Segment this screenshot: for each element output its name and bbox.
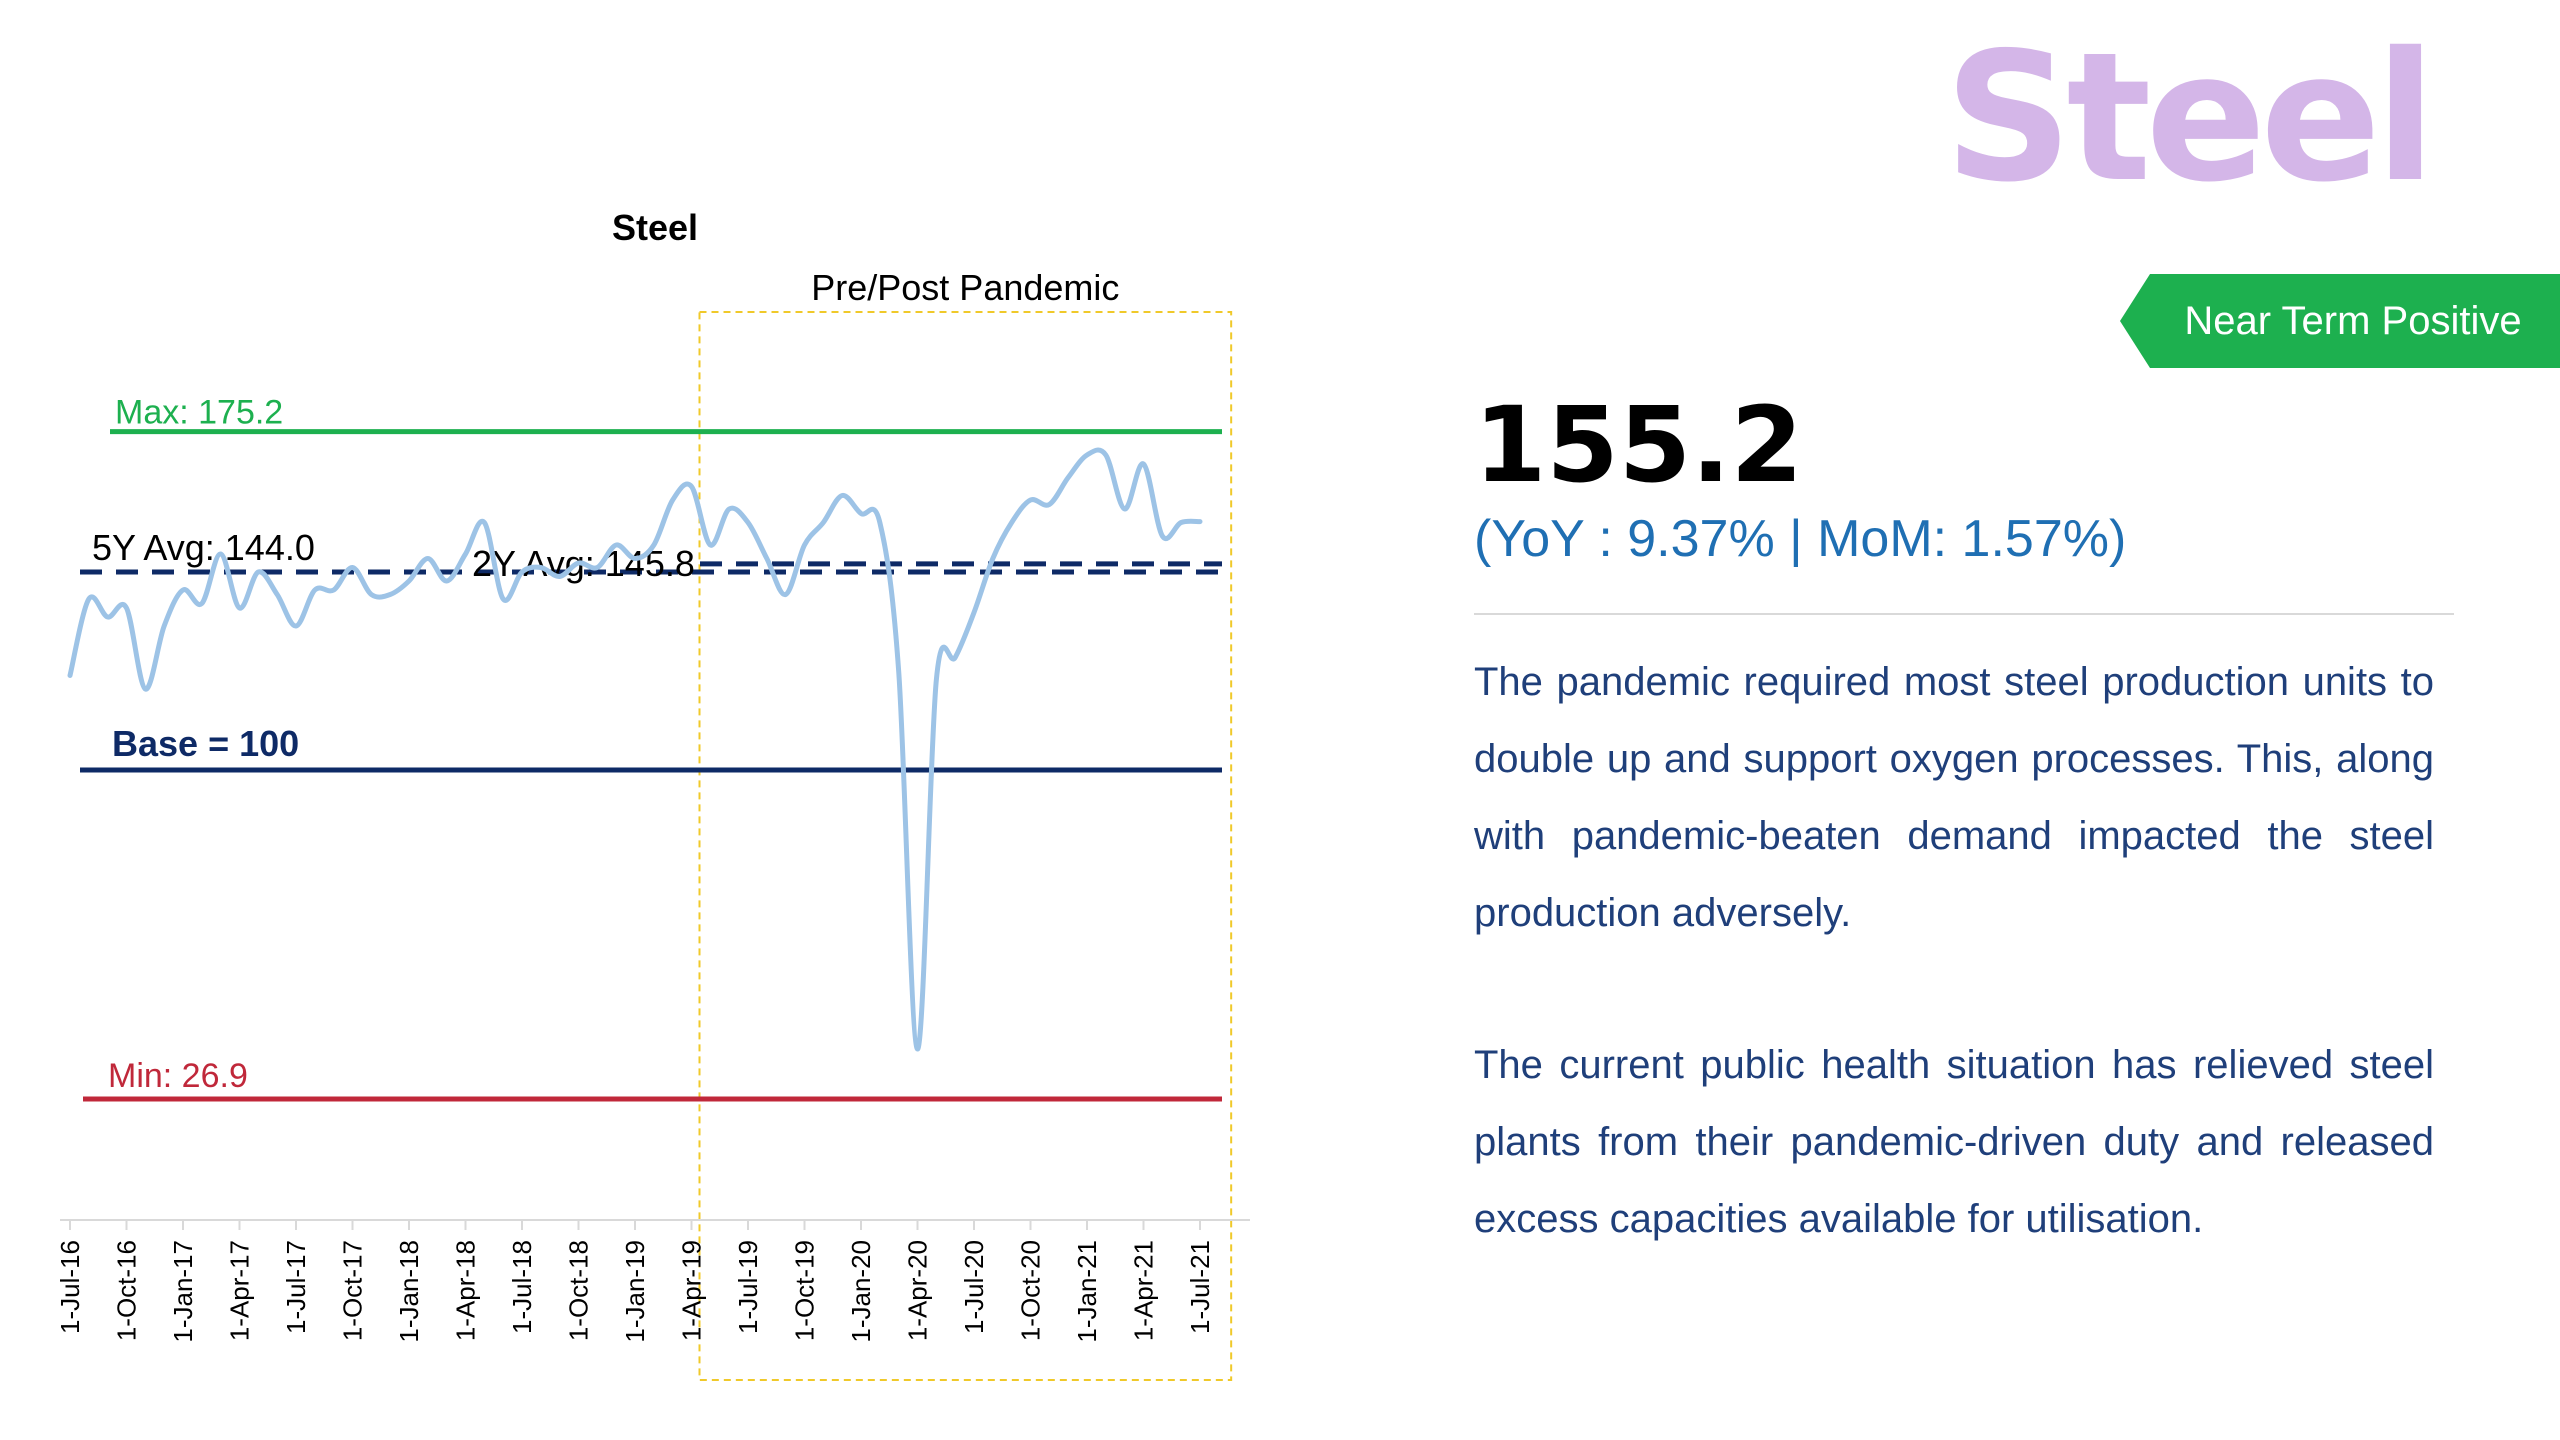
- x-tick-label: 1-Apr-20: [903, 1240, 933, 1341]
- x-tick-label: 1-Jan-19: [620, 1240, 650, 1343]
- steel-series-line: [67, 447, 1203, 1052]
- x-tick-label: 1-Jul-17: [281, 1240, 311, 1334]
- page-title: Steel: [1944, 14, 2436, 221]
- chart-title: Steel: [612, 207, 698, 248]
- x-tick-label: 1-Oct-20: [1016, 1240, 1046, 1341]
- steel-line-chart: Steel Pre/Post Pandemic Max: 175.2 5Y Avg…: [55, 207, 1250, 1381]
- base-label: Base = 100: [112, 723, 299, 764]
- x-tick-label: 1-Jan-18: [394, 1240, 424, 1343]
- x-tick-label: 1-Apr-17: [225, 1240, 255, 1341]
- x-tick-label: 1-Apr-21: [1129, 1240, 1159, 1341]
- x-tick-label: 1-Oct-19: [790, 1240, 820, 1341]
- chart-area: Steel Pre/Post Pandemic Max: 175.2 5Y Avg…: [55, 207, 1250, 1381]
- x-tick-label: 1-Jul-21: [1185, 1240, 1215, 1334]
- commentary-paragraph-2: The current public health situation has …: [1474, 1043, 2434, 1241]
- min-label: Min: 26.9: [108, 1057, 248, 1095]
- current-value: 155.2: [1474, 384, 1803, 506]
- pandemic-highlight-box: [698, 311, 1233, 1381]
- x-tick-label: 1-Apr-18: [451, 1240, 481, 1341]
- divider: [1474, 613, 2454, 615]
- x-tick-label: 1-Jul-20: [959, 1240, 989, 1334]
- x-tick-label: 1-Oct-18: [564, 1240, 594, 1341]
- outlook-tag-label: Near Term Positive: [2184, 299, 2522, 343]
- x-tick-label: 1-Jul-16: [55, 1240, 85, 1334]
- x-tick-label: 1-Jan-17: [168, 1240, 198, 1343]
- commentary-paragraph-1: The pandemic required most steel product…: [1474, 660, 2434, 935]
- x-tick-label: 1-Oct-17: [338, 1240, 368, 1341]
- tag-arrow-shape: [2120, 274, 2560, 368]
- x-tick-label: 1-Jul-18: [507, 1240, 537, 1334]
- x-tick-label: 1-Oct-16: [112, 1240, 142, 1341]
- x-tick-label: 1-Jan-21: [1072, 1240, 1102, 1343]
- x-tick-label: 1-Apr-19: [677, 1240, 707, 1341]
- x-tick-label: 1-Jan-20: [846, 1240, 876, 1343]
- outlook-tag: Near Term Positive: [2120, 274, 2560, 368]
- change-text: (YoY : 9.37% | MoM: 1.57%): [1474, 510, 2127, 568]
- x-tick-label: 1-Jul-19: [733, 1240, 763, 1334]
- pandemic-highlight-label: Pre/Post Pandemic: [811, 267, 1119, 308]
- avg5-label: 5Y Avg: 144.0: [92, 527, 315, 568]
- max-label: Max: 175.2: [115, 394, 283, 432]
